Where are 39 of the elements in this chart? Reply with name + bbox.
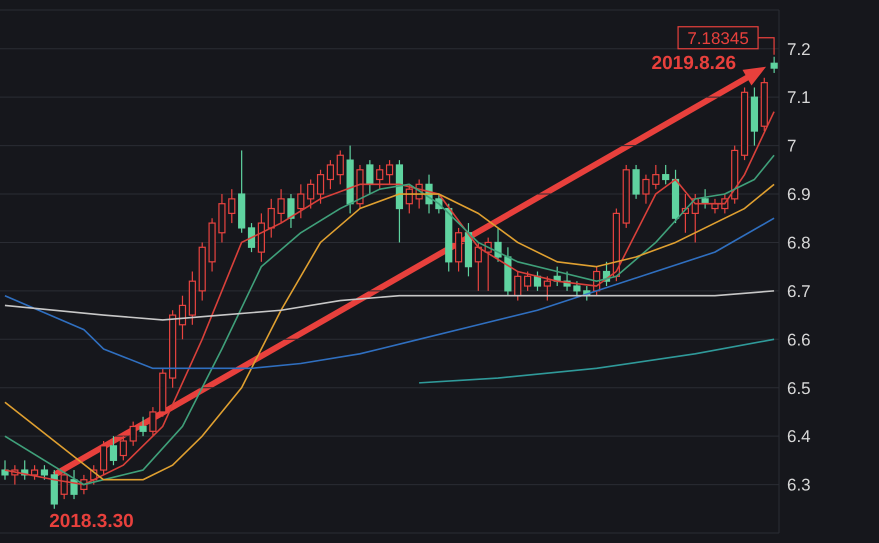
y-tick-label: 6.4 (787, 427, 811, 446)
candlestick (366, 160, 374, 195)
candlestick (218, 193, 226, 244)
annotation: 2018.3.30 (49, 510, 134, 532)
y-tick-label: 6.5 (787, 378, 811, 398)
candlestick (346, 144, 354, 214)
y-tick-label: 6.8 (787, 233, 811, 252)
y-tick-label: 6.9 (787, 185, 811, 204)
y-tick-label: 6.6 (787, 330, 811, 350)
y-tick-label: 6.7 (787, 282, 811, 301)
candlestick (188, 270, 196, 326)
candlestick (238, 150, 246, 234)
candlestick (464, 222, 472, 277)
candlestick (50, 469, 58, 510)
line-series (418, 338, 775, 384)
line-series (4, 217, 775, 370)
candlestick (268, 198, 275, 238)
y-tick-label: 6.3 (787, 476, 811, 495)
candlestick (278, 188, 285, 224)
candlestick (622, 164, 630, 229)
candlestick (731, 144, 738, 204)
candlestick (376, 164, 384, 190)
y-tick-label: 7.1 (787, 88, 811, 108)
annotation: 2019.8.26 (652, 52, 736, 74)
candlestick (750, 86, 758, 146)
candlestick (178, 295, 186, 340)
candlestick (652, 164, 660, 190)
candlestick (336, 150, 344, 185)
candlestick (130, 421, 137, 446)
candlestick (120, 436, 127, 461)
annotation: 7.18345 (687, 28, 749, 48)
y-tick-label: 7 (787, 136, 796, 156)
candlestick (297, 184, 304, 219)
candlestick (198, 242, 206, 302)
candlestick (228, 188, 236, 224)
candlestick (307, 178, 314, 210)
candlestick (662, 164, 670, 185)
y-tick-label: 7.2 (787, 40, 811, 59)
candlestick (258, 212, 265, 262)
